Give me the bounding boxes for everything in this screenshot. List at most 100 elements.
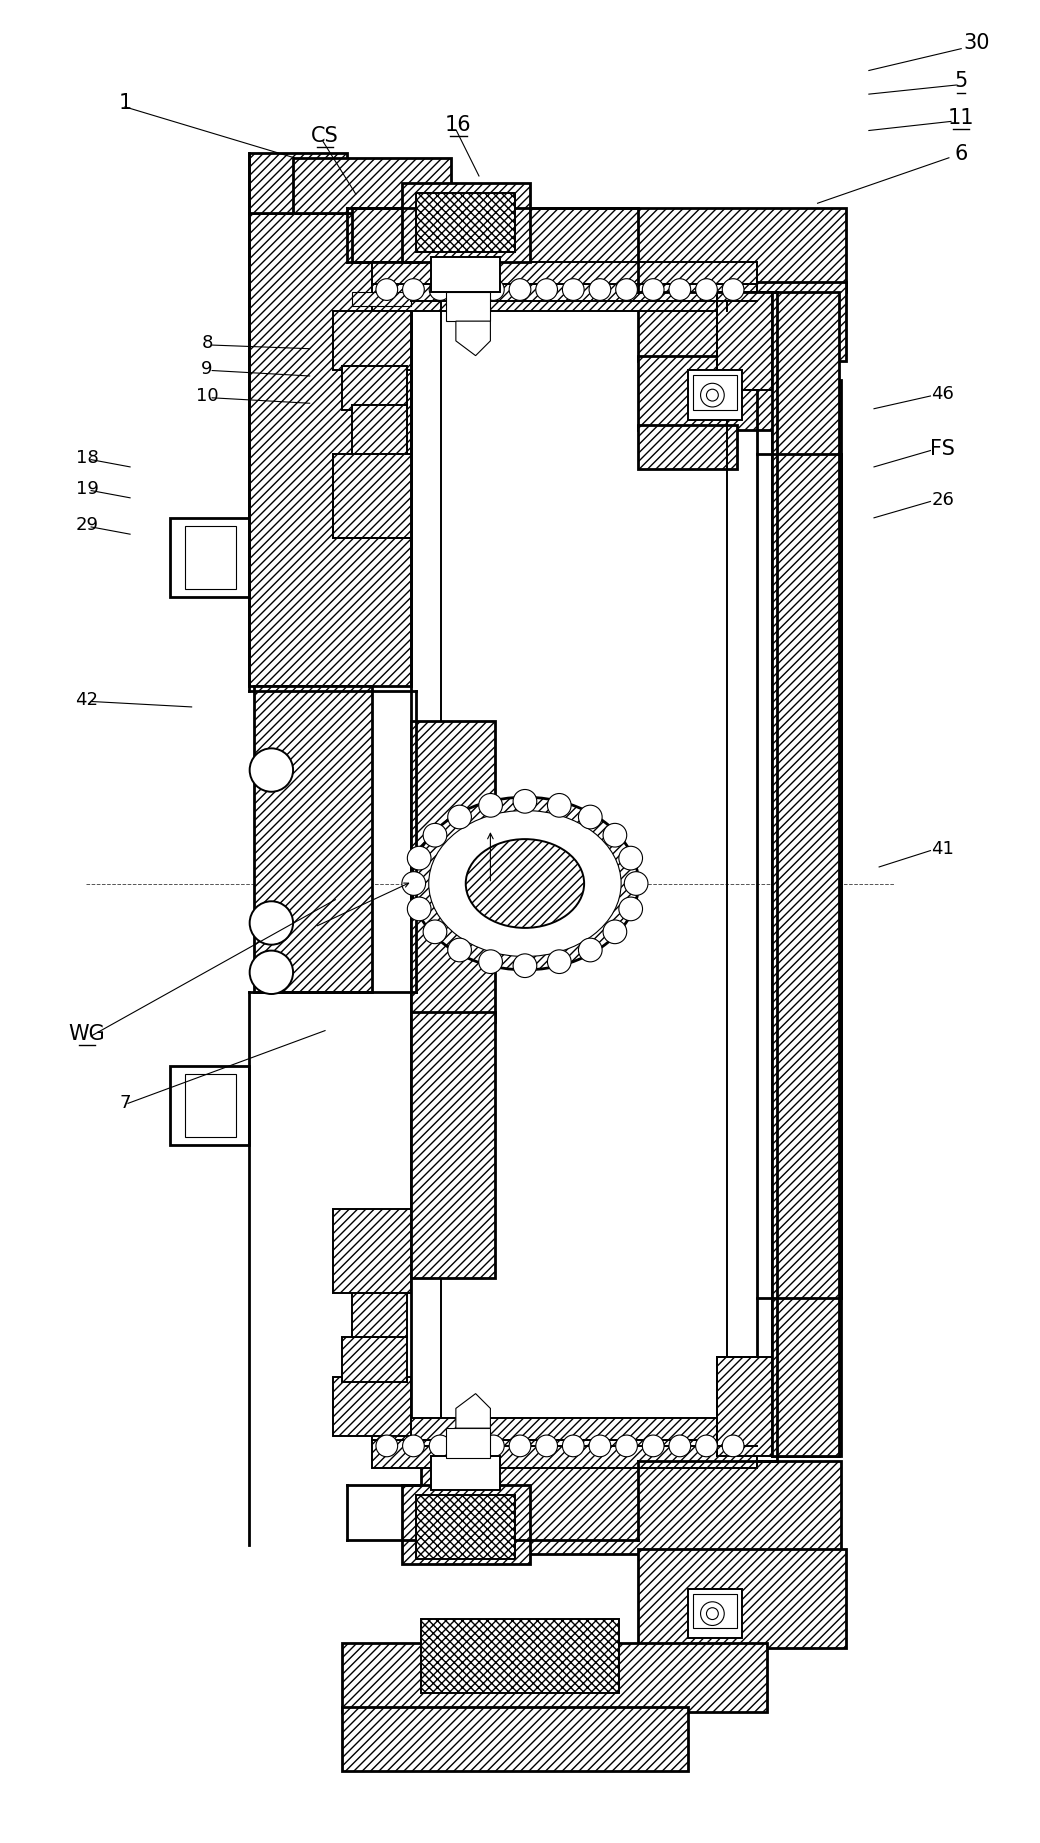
Ellipse shape bbox=[466, 839, 584, 927]
Ellipse shape bbox=[412, 798, 639, 969]
Text: 42: 42 bbox=[76, 691, 99, 710]
Bar bbox=[372, 1439, 757, 1467]
Circle shape bbox=[696, 1436, 718, 1456]
Bar bbox=[254, 686, 372, 992]
Bar bbox=[342, 1707, 687, 1771]
Circle shape bbox=[408, 898, 431, 922]
Bar bbox=[372, 262, 757, 284]
Text: 8: 8 bbox=[202, 334, 213, 352]
Circle shape bbox=[510, 278, 530, 300]
Polygon shape bbox=[456, 1393, 491, 1428]
Circle shape bbox=[603, 824, 627, 848]
Bar bbox=[687, 1589, 742, 1638]
Bar bbox=[718, 291, 772, 391]
Circle shape bbox=[563, 278, 584, 300]
Bar bbox=[639, 356, 781, 429]
Circle shape bbox=[696, 278, 718, 300]
Circle shape bbox=[619, 898, 643, 922]
Text: FS: FS bbox=[931, 439, 955, 459]
Bar bbox=[293, 158, 451, 212]
Text: WG: WG bbox=[69, 1025, 105, 1045]
Bar bbox=[446, 291, 491, 321]
Circle shape bbox=[701, 1602, 724, 1626]
Bar bbox=[718, 1356, 772, 1456]
Bar bbox=[412, 721, 495, 1021]
Circle shape bbox=[483, 278, 504, 300]
Circle shape bbox=[408, 846, 431, 870]
Circle shape bbox=[401, 872, 425, 896]
Text: 9: 9 bbox=[202, 359, 213, 378]
Circle shape bbox=[722, 1436, 744, 1456]
Text: 10: 10 bbox=[196, 387, 218, 405]
Circle shape bbox=[563, 1436, 584, 1456]
Bar bbox=[249, 212, 412, 686]
Circle shape bbox=[643, 1436, 665, 1456]
Ellipse shape bbox=[448, 828, 601, 940]
Circle shape bbox=[402, 1436, 424, 1456]
Circle shape bbox=[375, 278, 397, 300]
Polygon shape bbox=[456, 321, 491, 356]
Circle shape bbox=[722, 278, 744, 300]
Circle shape bbox=[250, 901, 293, 945]
Circle shape bbox=[669, 1436, 691, 1456]
Bar bbox=[412, 1012, 495, 1279]
Circle shape bbox=[578, 938, 602, 962]
Bar bbox=[421, 1461, 840, 1554]
Bar bbox=[416, 194, 515, 252]
Bar bbox=[333, 1209, 412, 1294]
Bar bbox=[353, 208, 426, 262]
Circle shape bbox=[547, 949, 571, 973]
Bar bbox=[333, 455, 412, 538]
Circle shape bbox=[589, 278, 610, 300]
Circle shape bbox=[250, 951, 293, 993]
Text: 11: 11 bbox=[948, 107, 974, 127]
Bar bbox=[693, 1594, 737, 1629]
Ellipse shape bbox=[428, 811, 621, 957]
Bar bbox=[693, 376, 737, 409]
Bar bbox=[333, 311, 412, 370]
Bar bbox=[372, 1419, 757, 1439]
Circle shape bbox=[448, 805, 471, 829]
Text: 16: 16 bbox=[445, 114, 472, 135]
Bar bbox=[432, 1456, 500, 1491]
Bar bbox=[342, 1644, 766, 1712]
Circle shape bbox=[456, 278, 477, 300]
Circle shape bbox=[513, 955, 537, 977]
Circle shape bbox=[448, 938, 471, 962]
Circle shape bbox=[510, 1436, 530, 1456]
Circle shape bbox=[578, 805, 602, 829]
Text: 7: 7 bbox=[120, 1095, 131, 1113]
Bar bbox=[772, 380, 840, 1456]
Circle shape bbox=[669, 278, 691, 300]
Bar bbox=[170, 1065, 249, 1145]
Bar bbox=[342, 365, 407, 409]
Circle shape bbox=[589, 1436, 610, 1456]
Bar bbox=[446, 1428, 491, 1458]
Circle shape bbox=[706, 389, 719, 402]
Text: 6: 6 bbox=[955, 144, 968, 164]
Circle shape bbox=[430, 278, 451, 300]
Bar bbox=[249, 153, 347, 212]
Circle shape bbox=[706, 1607, 719, 1620]
Circle shape bbox=[547, 794, 571, 816]
Bar bbox=[639, 424, 737, 470]
Text: CS: CS bbox=[311, 125, 339, 146]
Bar bbox=[333, 1377, 412, 1436]
Circle shape bbox=[643, 278, 665, 300]
Bar bbox=[639, 282, 846, 361]
Bar bbox=[416, 1495, 515, 1559]
Circle shape bbox=[536, 1436, 557, 1456]
Circle shape bbox=[616, 1436, 638, 1456]
Bar bbox=[687, 370, 742, 420]
Text: 29: 29 bbox=[76, 516, 99, 534]
Text: 26: 26 bbox=[932, 490, 954, 509]
Bar bbox=[353, 291, 412, 306]
Circle shape bbox=[430, 1436, 451, 1456]
Text: 41: 41 bbox=[932, 840, 954, 857]
Bar bbox=[639, 1550, 846, 1648]
Circle shape bbox=[478, 949, 502, 973]
Bar bbox=[421, 208, 846, 291]
Circle shape bbox=[701, 383, 724, 407]
Bar bbox=[372, 284, 757, 311]
Circle shape bbox=[619, 846, 643, 870]
